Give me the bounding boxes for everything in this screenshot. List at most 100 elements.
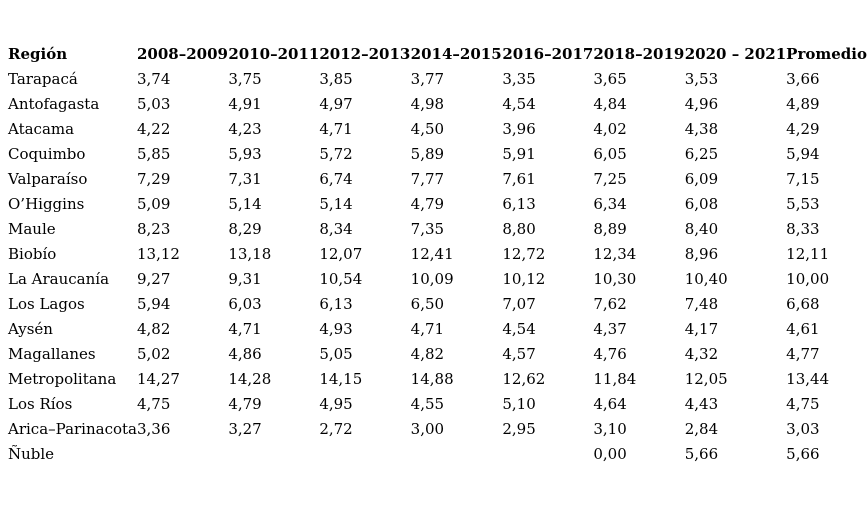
value-cell: 2,72 bbox=[319, 420, 353, 438]
value-cell bbox=[319, 442, 410, 467]
value-cell: 6,03 bbox=[228, 295, 262, 313]
value-cell: 4,22 bbox=[136, 120, 171, 138]
table-row: Biobío 13,12 13,18 12,07 12,41 12,72 12,34 8,96… bbox=[8, 242, 867, 267]
region-cell: Maule bbox=[8, 220, 56, 238]
value-cell: 5,14 bbox=[228, 195, 262, 213]
value-cell: 4,98 bbox=[410, 95, 445, 113]
value-cell: 7,07 bbox=[502, 295, 536, 313]
value-cell: 4,91 bbox=[228, 95, 262, 113]
value-cell: 4,84 bbox=[593, 95, 627, 113]
value-cell: 9,31 bbox=[228, 270, 262, 288]
value-cell: 4,71 bbox=[319, 120, 353, 138]
table-row: Aysén 4,82 4,71 4,93 4,71 4,54 4,37 4,17 4,61 bbox=[8, 317, 867, 342]
value-cell: 4,32 bbox=[684, 345, 719, 363]
value-cell: 3,27 bbox=[228, 420, 262, 438]
column-header: 2008–2009 bbox=[136, 45, 228, 63]
value-cell: 3,03 bbox=[786, 420, 820, 438]
value-cell: 4,38 bbox=[684, 120, 719, 138]
value-cell: 9,27 bbox=[136, 270, 171, 288]
value-cell: 13,44 bbox=[786, 370, 830, 388]
value-cell: 8,80 bbox=[502, 220, 536, 238]
region-column-header: Región bbox=[8, 45, 68, 63]
value-cell: 8,34 bbox=[319, 220, 353, 238]
value-cell: 6,09 bbox=[684, 170, 719, 188]
region-cell: Magallanes bbox=[8, 345, 96, 363]
value-cell: 4,23 bbox=[228, 120, 262, 138]
value-cell: 6,68 bbox=[786, 295, 820, 313]
region-cell: Aysén bbox=[8, 320, 53, 338]
value-cell: 3,96 bbox=[502, 120, 536, 138]
column-header: 2018–2019 bbox=[593, 45, 685, 63]
value-cell: 3,77 bbox=[410, 70, 445, 88]
value-cell: 5,94 bbox=[136, 295, 171, 313]
value-cell: 5,10 bbox=[502, 395, 536, 413]
value-cell: 3,75 bbox=[228, 70, 262, 88]
region-cell: Ñuble bbox=[8, 445, 55, 463]
table-header: Región 2008–2009 2010–2011 2012–2013 2014–20… bbox=[8, 42, 867, 67]
value-cell: 7,35 bbox=[410, 220, 445, 238]
table-row: Atacama 4,22 4,23 4,71 4,50 3,96 4,02 4,38 4,29 bbox=[8, 117, 867, 142]
value-cell: 4,29 bbox=[786, 120, 820, 138]
value-cell: 11,84 bbox=[593, 370, 637, 388]
value-cell: 12,41 bbox=[410, 245, 454, 263]
value-cell: 3,74 bbox=[136, 70, 171, 88]
value-cell: 5,89 bbox=[410, 145, 445, 163]
table-row: Arica–Parinacota 3,36 3,27 2,72 3,00 2,95 3,10… bbox=[8, 417, 867, 442]
value-cell: 4,75 bbox=[136, 395, 171, 413]
value-cell: 10,09 bbox=[410, 270, 454, 288]
value-cell: 8,23 bbox=[136, 220, 171, 238]
column-header: 2012–2013 bbox=[319, 45, 411, 63]
region-cell: O’Higgins bbox=[8, 195, 85, 213]
value-cell: 13,12 bbox=[136, 245, 180, 263]
value-cell: 4,96 bbox=[684, 95, 719, 113]
table-row: Ñuble 0,00 5,66 5,66 bbox=[8, 442, 867, 467]
value-cell: 4,54 bbox=[502, 320, 536, 338]
value-cell: 12,07 bbox=[319, 245, 363, 263]
table-row: Los Ríos 4,75 4,79 4,95 4,55 5,10 4,64 4,43 4,75 bbox=[8, 392, 867, 417]
value-cell bbox=[137, 442, 228, 467]
value-cell: 12,34 bbox=[593, 245, 637, 263]
value-cell: 4,77 bbox=[786, 345, 820, 363]
value-cell: 5,09 bbox=[136, 195, 171, 213]
column-header: Promedio bbox=[786, 45, 867, 63]
value-cell: 8,33 bbox=[786, 220, 820, 238]
value-cell bbox=[502, 442, 593, 467]
value-cell: 8,89 bbox=[593, 220, 627, 238]
value-cell: 14,15 bbox=[319, 370, 363, 388]
value-cell: 14,88 bbox=[410, 370, 454, 388]
value-cell: 6,08 bbox=[684, 195, 719, 213]
table-body: Tarapacá 3,74 3,75 3,85 3,77 3,35 3,65 3,53 3,66… bbox=[8, 67, 867, 467]
value-cell: 4,50 bbox=[410, 120, 445, 138]
value-cell: 6,25 bbox=[684, 145, 719, 163]
value-cell: 4,75 bbox=[786, 395, 820, 413]
region-cell: Antofagasta bbox=[8, 95, 100, 113]
value-cell: 14,27 bbox=[136, 370, 180, 388]
value-cell: 4,54 bbox=[502, 95, 536, 113]
region-cell: Metropolitana bbox=[8, 370, 117, 388]
value-cell: 7,61 bbox=[502, 170, 536, 188]
value-cell: 4,79 bbox=[228, 395, 262, 413]
value-cell: 4,89 bbox=[786, 95, 820, 113]
value-cell: 5,14 bbox=[319, 195, 353, 213]
column-header: 2020 – 2021 bbox=[684, 45, 787, 63]
value-cell: 4,86 bbox=[228, 345, 262, 363]
value-cell: 5,53 bbox=[786, 195, 820, 213]
value-cell: 8,29 bbox=[228, 220, 262, 238]
value-cell: 4,76 bbox=[593, 345, 627, 363]
value-cell: 5,91 bbox=[502, 145, 536, 163]
value-cell: 0,00 bbox=[593, 445, 627, 463]
value-cell: 6,74 bbox=[319, 170, 353, 188]
value-cell: 6,34 bbox=[593, 195, 627, 213]
value-cell: 4,02 bbox=[593, 120, 627, 138]
region-cell: Atacama bbox=[8, 120, 75, 138]
value-cell: 5,66 bbox=[684, 445, 719, 463]
value-cell bbox=[411, 442, 503, 467]
value-cell: 7,62 bbox=[593, 295, 627, 313]
region-cell: Coquimbo bbox=[8, 145, 86, 163]
value-cell: 4,61 bbox=[786, 320, 820, 338]
value-cell: 5,85 bbox=[136, 145, 171, 163]
value-cell: 4,37 bbox=[593, 320, 627, 338]
table-row: O’Higgins 5,09 5,14 5,14 4,79 6,13 6,34 6,08 5,5… bbox=[8, 192, 867, 217]
value-cell: 4,97 bbox=[319, 95, 353, 113]
value-cell: 10,30 bbox=[593, 270, 637, 288]
